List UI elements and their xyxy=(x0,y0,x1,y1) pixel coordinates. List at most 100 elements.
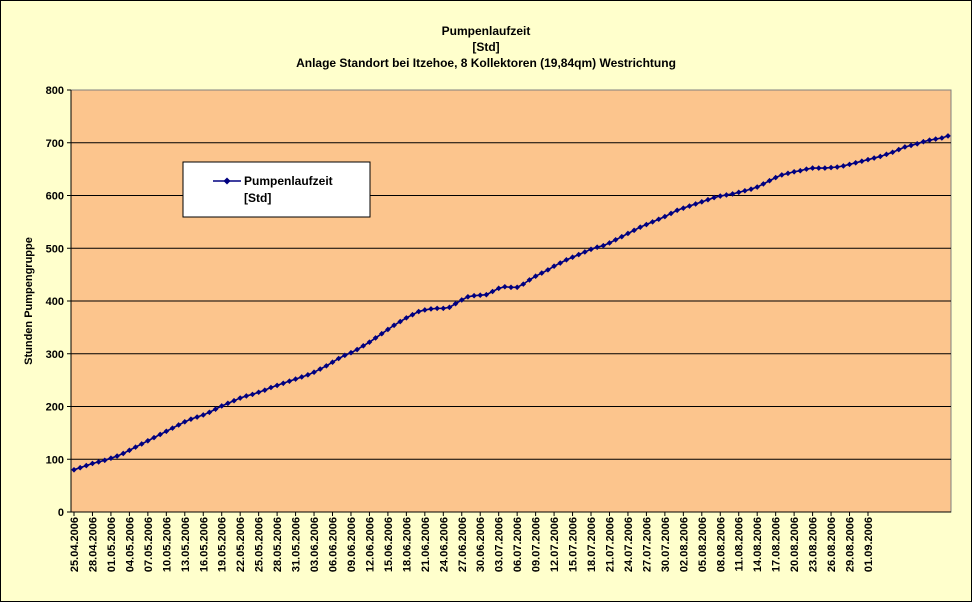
data-point xyxy=(77,464,83,471)
x-tick-label: 19.05.2006 xyxy=(217,517,229,572)
x-tick-label: 05.08.2006 xyxy=(697,517,709,572)
series-markers xyxy=(71,133,951,473)
data-point xyxy=(385,326,391,333)
data-point xyxy=(557,260,564,266)
data-point xyxy=(231,397,237,404)
data-point xyxy=(354,346,360,353)
data-point xyxy=(631,227,637,234)
data-point xyxy=(655,216,662,223)
x-tick-label: 08.08.2006 xyxy=(715,517,727,572)
data-point xyxy=(600,242,607,249)
x-tick-label: 12.07.2006 xyxy=(549,517,561,572)
data-point xyxy=(188,416,194,422)
data-point xyxy=(822,165,828,171)
data-point xyxy=(791,168,797,175)
data-point xyxy=(342,352,348,359)
x-tick-label: 07.05.2006 xyxy=(143,517,155,572)
data-point xyxy=(920,138,927,145)
data-point xyxy=(846,161,853,168)
data-point xyxy=(859,158,865,165)
data-point xyxy=(754,184,760,190)
data-point xyxy=(612,237,619,243)
x-tick-label: 18.06.2006 xyxy=(401,517,413,572)
x-tick-label: 11.08.2006 xyxy=(734,517,746,571)
data-point xyxy=(403,315,410,321)
data-point xyxy=(772,174,779,181)
data-point xyxy=(575,251,582,258)
data-point xyxy=(532,273,539,280)
data-point xyxy=(742,187,748,194)
x-tick-label: 29.08.2006 xyxy=(845,517,857,572)
data-point xyxy=(779,172,785,178)
data-point xyxy=(422,307,428,313)
x-axis: 25.04.2006 28.04.2006 01.05.2006 04.05.2006… xyxy=(69,512,875,572)
data-point xyxy=(711,194,717,201)
data-point xyxy=(489,288,496,295)
data-point xyxy=(483,291,490,298)
data-point xyxy=(551,263,557,269)
y-tick-label: 400 xyxy=(46,296,64,308)
x-tick-label: 02.08.2006 xyxy=(678,517,690,572)
data-point xyxy=(809,165,816,171)
data-point xyxy=(366,339,373,345)
data-point xyxy=(446,304,453,311)
data-point xyxy=(262,387,268,393)
data-point xyxy=(200,412,207,418)
y-axis-title: Stunden Pumpengruppe xyxy=(23,237,35,365)
data-point xyxy=(434,305,440,312)
data-point xyxy=(785,170,791,177)
data-point xyxy=(692,201,699,207)
data-point xyxy=(834,164,841,170)
data-point xyxy=(563,257,570,263)
data-point xyxy=(415,308,422,315)
data-point xyxy=(803,166,810,172)
data-point xyxy=(120,450,127,457)
data-point xyxy=(71,467,77,473)
y-tick-label: 300 xyxy=(46,349,64,361)
x-tick-label: 24.07.2006 xyxy=(623,517,635,572)
x-tick-label: 15.06.2006 xyxy=(383,517,395,572)
x-tick-label: 03.07.2006 xyxy=(494,517,506,572)
data-point xyxy=(871,155,877,161)
x-tick-label: 13.05.2006 xyxy=(180,517,192,572)
legend-marker xyxy=(223,177,231,185)
data-point xyxy=(514,284,520,291)
data-point xyxy=(735,189,742,196)
data-point xyxy=(729,191,736,197)
data-point xyxy=(175,422,182,428)
y-tick-label: 700 xyxy=(46,138,64,150)
data-point xyxy=(114,453,120,459)
data-point xyxy=(194,414,200,420)
data-point xyxy=(643,221,650,228)
data-point xyxy=(108,455,114,461)
data-point xyxy=(126,447,133,454)
data-point xyxy=(674,207,680,214)
x-tick-label: 21.07.2006 xyxy=(604,517,616,572)
data-point xyxy=(945,133,951,139)
x-tick-label: 04.05.2006 xyxy=(124,517,136,572)
data-point xyxy=(151,434,157,441)
x-tick-label: 25.05.2006 xyxy=(254,517,266,572)
data-point xyxy=(668,210,674,217)
data-point xyxy=(274,382,280,389)
data-point xyxy=(477,292,484,298)
x-tick-label: 24.06.2006 xyxy=(438,517,450,572)
chart-subtitle: Anlage Standort bei Itzehoe, 8 Kollektor… xyxy=(296,56,676,70)
y-tick-label: 0 xyxy=(58,507,64,519)
x-tick-label: 01.09.2006 xyxy=(863,517,875,572)
data-point xyxy=(249,391,256,398)
data-point xyxy=(495,285,502,292)
x-tick-label: 27.06.2006 xyxy=(457,517,469,572)
data-point xyxy=(95,459,102,465)
data-point xyxy=(520,281,527,287)
x-tick-label: 26.08.2006 xyxy=(826,517,838,572)
legend: Pumpenlaufzeit [Std] xyxy=(182,161,371,218)
data-point xyxy=(502,283,508,290)
data-point xyxy=(797,167,804,174)
data-point xyxy=(440,305,447,312)
data-point xyxy=(606,240,613,246)
x-tick-label: 09.06.2006 xyxy=(346,517,358,572)
data-point xyxy=(939,135,945,141)
